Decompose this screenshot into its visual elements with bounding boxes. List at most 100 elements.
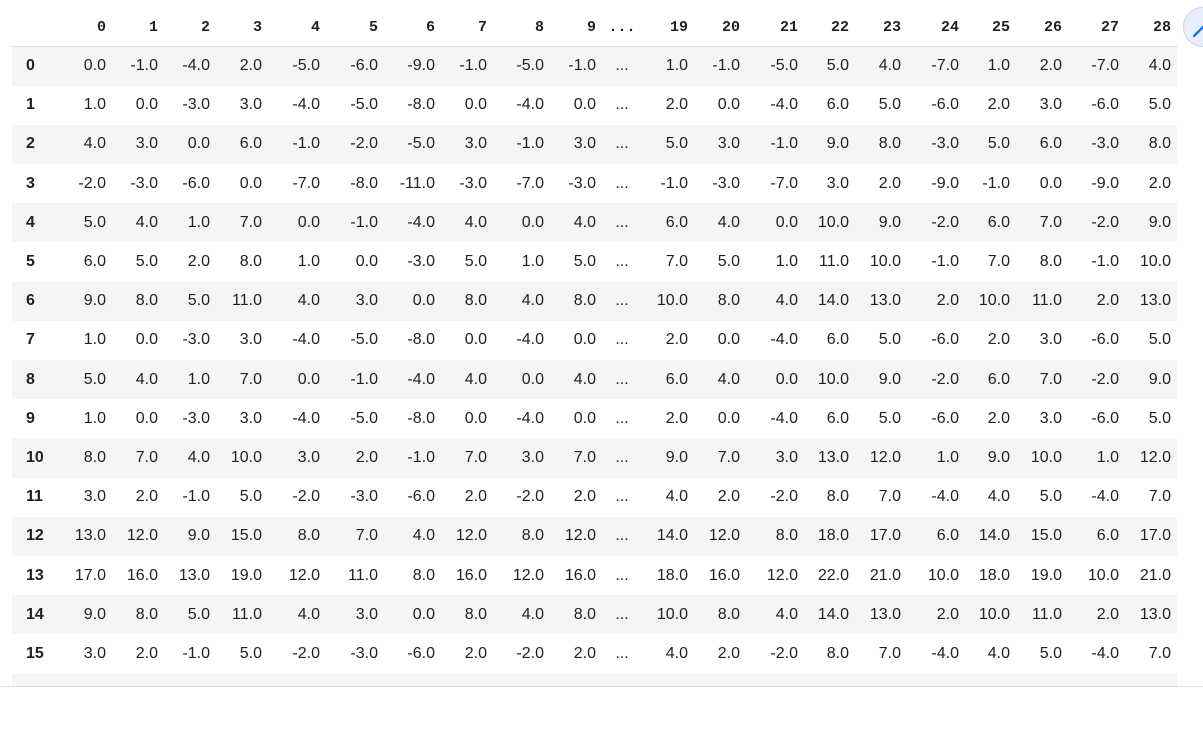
table-cell: 7.0 bbox=[239, 213, 262, 231]
row-index: 7 bbox=[26, 331, 35, 349]
table-cell: -5.0 bbox=[770, 57, 798, 75]
table-cell: 8.0 bbox=[1148, 135, 1171, 153]
table-cell: 6.0 bbox=[239, 135, 262, 153]
table-cell: 1.0 bbox=[297, 253, 320, 271]
table-cell: 1.0 bbox=[187, 213, 210, 231]
table-cell: 21.0 bbox=[869, 566, 901, 584]
table-cell: -4.0 bbox=[407, 213, 435, 231]
table-cell: 2.0 bbox=[464, 488, 487, 506]
table-cell: -1.0 bbox=[182, 644, 210, 662]
table-cell: -4.0 bbox=[1091, 644, 1119, 662]
table-cell: 12.0 bbox=[1139, 448, 1171, 466]
table-cell: 13.0 bbox=[869, 292, 901, 310]
table-cell: -1.0 bbox=[1091, 253, 1119, 271]
table-cell: 2.0 bbox=[573, 644, 596, 662]
table-cell: 2.0 bbox=[1039, 57, 1062, 75]
table-cell: 7.0 bbox=[878, 644, 901, 662]
table-cell: 10.0 bbox=[1087, 566, 1119, 584]
table-cell: 4.0 bbox=[987, 644, 1010, 662]
table-cell: 2.0 bbox=[987, 331, 1010, 349]
table-cell: 10.0 bbox=[230, 448, 262, 466]
table-cell: 7.0 bbox=[464, 448, 487, 466]
table-cell: -1.0 bbox=[182, 488, 210, 506]
table-cell: 7.0 bbox=[665, 253, 688, 271]
column-header-4: 4 bbox=[268, 8, 326, 47]
column-header-2: 2 bbox=[164, 8, 216, 47]
table-cell: 2.0 bbox=[936, 292, 959, 310]
table-cell: 3.0 bbox=[775, 448, 798, 466]
table-cell: 1.0 bbox=[936, 448, 959, 466]
table-cell: 3.0 bbox=[694, 674, 746, 687]
table-cell: 8.0 bbox=[1125, 674, 1177, 687]
row-index: 12 bbox=[26, 527, 44, 545]
table-cell: 14.0 bbox=[978, 527, 1010, 545]
table-cell: -1.0 bbox=[493, 674, 550, 687]
ellipsis-cell: ... bbox=[615, 96, 629, 114]
table-cell: 3.0 bbox=[83, 644, 106, 662]
table-cell: 4.0 bbox=[1148, 57, 1171, 75]
table-row: 13 17.0 16.0 13.0 19.0 12.0 11.0 8.0 16.0 12.0 16.… bbox=[12, 556, 1177, 595]
table-cell: 0.0 bbox=[297, 370, 320, 388]
table-cell: 7.0 bbox=[573, 448, 596, 466]
table-cell: -4.0 bbox=[770, 96, 798, 114]
table-cell: -4.0 bbox=[931, 644, 959, 662]
column-header-3: 3 bbox=[216, 8, 268, 47]
output-divider bbox=[0, 686, 1203, 687]
table-cell: 8.0 bbox=[239, 253, 262, 271]
column-header-ellipsis: ... bbox=[602, 8, 642, 47]
table-cell: -3.0 bbox=[712, 174, 740, 192]
table-cell: -6.0 bbox=[931, 409, 959, 427]
table-cell: 0.0 bbox=[412, 292, 435, 310]
table-row: 15 3.0 2.0 -1.0 5.0 -2.0 -3.0 -6.0 2.0 -2.0 2.0...… bbox=[12, 634, 1177, 673]
table-row: 1 1.0 0.0 -3.0 3.0 -4.0 -5.0 -8.0 0.0 -4.0 0.0... 2… bbox=[12, 86, 1177, 125]
table-cell: 21.0 bbox=[1139, 566, 1171, 584]
table-cell: 5.0 bbox=[717, 253, 740, 271]
table-cell: 17.0 bbox=[1139, 527, 1171, 545]
table-cell: 4.0 bbox=[297, 605, 320, 623]
table-cell: 1.0 bbox=[1096, 448, 1119, 466]
table-cell: 11.0 bbox=[232, 605, 262, 623]
table-cell: 9.0 bbox=[665, 448, 688, 466]
ellipsis-cell: ... bbox=[615, 644, 629, 662]
table-cell: 5.0 bbox=[878, 331, 901, 349]
table-cell: 2.0 bbox=[355, 448, 378, 466]
table-cell: 13.0 bbox=[1139, 292, 1171, 310]
column-header-25: 25 bbox=[965, 8, 1016, 47]
ellipsis-cell: ... bbox=[615, 448, 629, 466]
table-cell: 0.0 bbox=[83, 57, 106, 75]
column-header-1: 1 bbox=[112, 8, 164, 47]
table-cell: 3.0 bbox=[355, 605, 378, 623]
table-cell: 12.0 bbox=[512, 566, 544, 584]
table-cell: 2.0 bbox=[135, 644, 158, 662]
table-cell: 0.0 bbox=[135, 409, 158, 427]
table-cell: 5.0 bbox=[187, 292, 210, 310]
table-cell: 5.0 bbox=[1039, 488, 1062, 506]
row-index: 16 bbox=[12, 674, 52, 687]
table-cell: 3.0 bbox=[441, 674, 493, 687]
table-cell: 2.0 bbox=[717, 488, 740, 506]
table-cell: -3.0 bbox=[459, 174, 487, 192]
table-cell: -6.0 bbox=[931, 331, 959, 349]
table-cell: 2.0 bbox=[665, 409, 688, 427]
table-cell: 0.0 bbox=[573, 331, 596, 349]
table-cell: 3.0 bbox=[239, 409, 262, 427]
table-cell: -3.0 bbox=[1068, 674, 1125, 687]
table-cell: -2.0 bbox=[292, 488, 320, 506]
table-cell: 4.0 bbox=[573, 370, 596, 388]
table-cell: 2.0 bbox=[665, 96, 688, 114]
table-cell: 12.0 bbox=[708, 527, 740, 545]
table-cell: -1.0 bbox=[712, 57, 740, 75]
table-cell: 2.0 bbox=[135, 488, 158, 506]
table-cell: 0.0 bbox=[464, 409, 487, 427]
table-cell: 0.0 bbox=[239, 174, 262, 192]
table-cell: -4.0 bbox=[770, 331, 798, 349]
table-cell: 2.0 bbox=[464, 644, 487, 662]
row-index: 3 bbox=[26, 174, 35, 192]
table-cell: 13.0 bbox=[817, 448, 849, 466]
ellipsis-cell: ... bbox=[615, 213, 629, 231]
table-cell: 9.0 bbox=[187, 527, 210, 545]
table-cell: -11.0 bbox=[399, 174, 435, 192]
table-cell: 0.0 bbox=[412, 605, 435, 623]
column-header-6: 6 bbox=[384, 8, 441, 47]
table-cell: -1.0 bbox=[931, 253, 959, 271]
